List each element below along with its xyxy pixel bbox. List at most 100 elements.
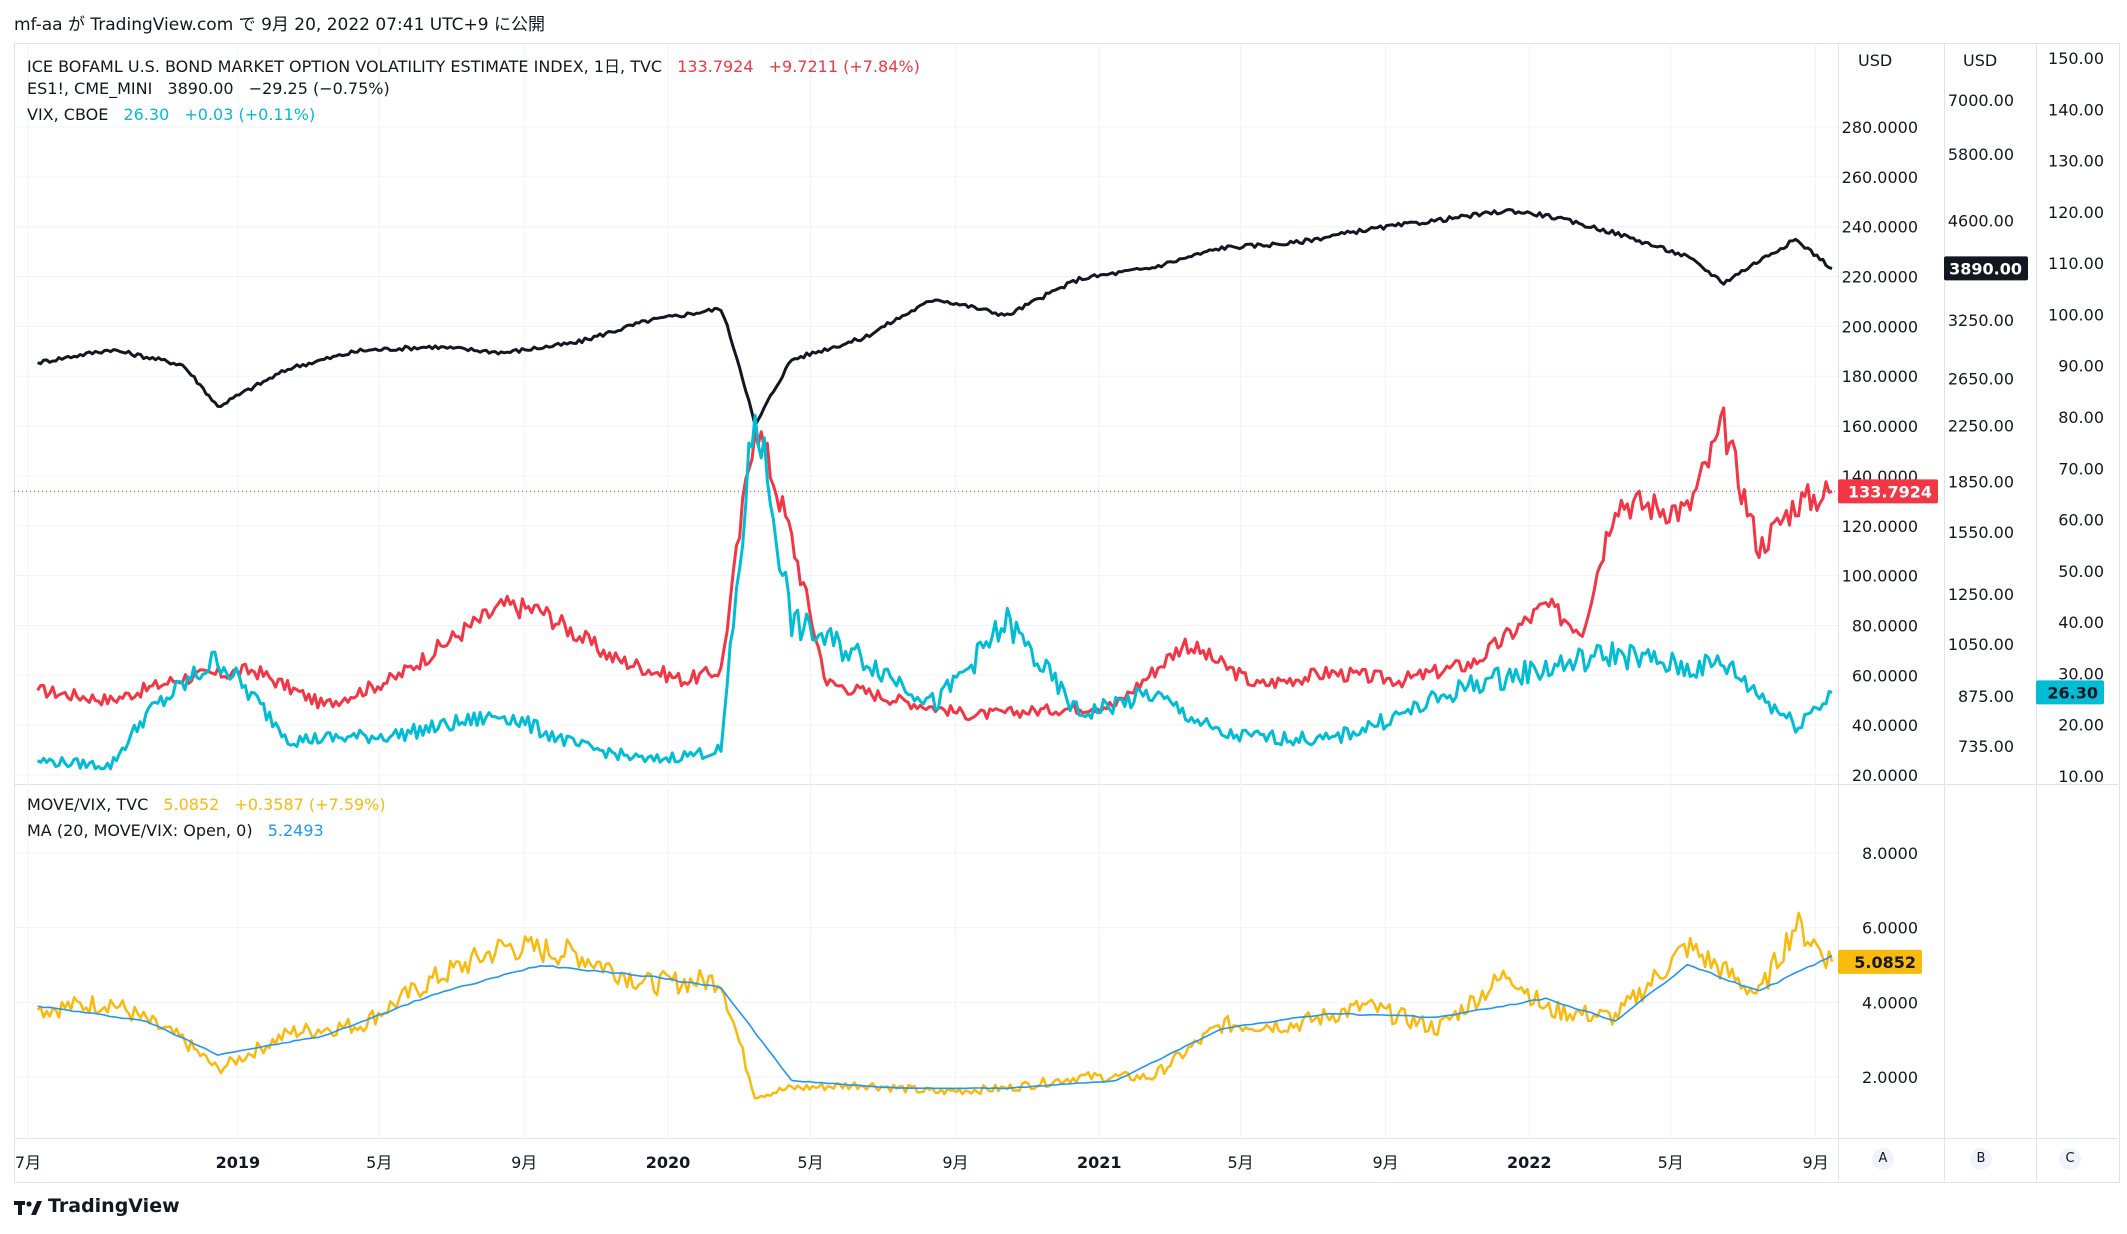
legend-ratio-change: +0.3587 (+7.59%) [234, 795, 386, 814]
legend-move-name: ICE BOFAML U.S. BOND MARKET OPTION VOLAT… [27, 57, 663, 76]
axis-divider-b [1944, 43, 1945, 1181]
axis-a-tick: 60.0000 [1852, 666, 1918, 685]
axis-b-unit: USD [1963, 51, 1997, 70]
axis-a-tick: 80.0000 [1852, 616, 1918, 635]
axis-b-tick: 1550.00 [1948, 523, 2014, 542]
legend-vix: VIX, CBOE 26.30 +0.03 (+0.11%) [27, 105, 325, 124]
x-tick-label: 9月 [1803, 1153, 1829, 1172]
legend-es-change: −29.25 (−0.75%) [248, 79, 390, 98]
series-vix-line [36, 413, 1833, 771]
series-ratio-line [36, 911, 1834, 1100]
axis-b-tick: 4600.00 [1948, 211, 2014, 230]
vix-last-label-bg [2036, 680, 2104, 705]
axis-divider-a [1838, 43, 1839, 1181]
legend-ma-value: 5.2493 [267, 821, 324, 840]
x-tick-label: 9月 [511, 1153, 537, 1172]
axis-a-tick: 280.0000 [1842, 118, 1918, 137]
legend-vix-name: VIX, CBOE [27, 105, 109, 124]
axis-c-tick: 130.00 [2048, 152, 2104, 171]
axis-c-tick: 30.00 [2058, 664, 2104, 683]
axis-c-tick: 90.00 [2058, 357, 2104, 376]
move-last-label: 133.7924 [1848, 482, 1932, 501]
ratio-last-label-bg [1838, 949, 1922, 974]
time-axis-divider [14, 1138, 2118, 1139]
axis-a-unit: USD [1858, 51, 1892, 70]
axis-c-tick: 50.00 [2058, 562, 2104, 581]
x-tick-label: 5月 [366, 1153, 392, 1172]
axis-a-tick: 240.0000 [1842, 218, 1918, 237]
series-move-line [36, 406, 1833, 722]
pane-divider [14, 784, 2118, 785]
axis-b-tick: 1250.00 [1948, 585, 2014, 604]
x-tick-label: 2022 [1507, 1153, 1552, 1172]
x-tick-label: 7月 [15, 1153, 41, 1172]
publish-header: mf-aa が TradingView.com で 9月 20, 2022 07… [14, 15, 545, 35]
axis-b-tick: 2650.00 [1948, 369, 2014, 388]
x-tick-label: 9月 [1372, 1153, 1398, 1172]
axis-c-tick: 150.00 [2048, 49, 2104, 68]
footer-brand[interactable]: TradingView [14, 1195, 180, 1217]
x-tick-label: 5月 [797, 1153, 823, 1172]
footer-brand-label: TradingView [48, 1195, 180, 1217]
move-last-label-bg [1838, 479, 1938, 504]
axis-b-tick: 7000.00 [1948, 91, 2014, 110]
axis-lower-tick: 4.0000 [1862, 993, 1918, 1012]
legend-ratio-value: 5.0852 [163, 795, 220, 814]
legend-ma-name: MA (20, MOVE/VIX: Open, 0) [27, 821, 253, 840]
legend-es: ES1!, CME_MINI 3890.00 −29.25 (−0.75%) [27, 79, 400, 98]
axis-b-tick: 1850.00 [1948, 472, 2014, 491]
axis-b-tick: 2250.00 [1948, 416, 2014, 435]
axis-a-tick: 220.0000 [1842, 268, 1918, 287]
legend-move-change: +9.7211 (+7.84%) [768, 57, 920, 76]
legend-ratio-name: MOVE/VIX, TVC [27, 795, 149, 814]
axis-a-tick: 160.0000 [1842, 417, 1918, 436]
legend-vix-value: 26.30 [123, 105, 170, 124]
legend-es-value: 3890.00 [167, 79, 234, 98]
x-tick-label: 5月 [1228, 1153, 1254, 1172]
axis-lower-tick: 8.0000 [1862, 844, 1918, 863]
axis-a-tick: 260.0000 [1842, 168, 1918, 187]
vix-last-label: 26.30 [2047, 683, 2098, 702]
axis-a-tick: 180.0000 [1842, 367, 1918, 386]
ratio-last-label: 5.0852 [1854, 953, 1916, 972]
chart-frame [14, 43, 2120, 1183]
axis-b-tick: 875.00 [1958, 687, 2014, 706]
axis-c-tick: 60.00 [2058, 511, 2104, 530]
x-tick-label: 2021 [1077, 1153, 1122, 1172]
axis-c-tick: 140.00 [2048, 100, 2104, 119]
axis-b-tick: 1050.00 [1948, 635, 2014, 654]
axis-c-tick: 80.00 [2058, 408, 2104, 427]
x-tick-label: 2019 [216, 1153, 261, 1172]
legend-vix-change: +0.03 (+0.11%) [184, 105, 316, 124]
axis-lower-tick: 6.0000 [1862, 919, 1918, 938]
axis-a-tick: 100.0000 [1842, 567, 1918, 586]
axis-c-tick: 70.00 [2058, 459, 2104, 478]
axis-c-tick: 120.00 [2048, 203, 2104, 222]
tradingview-logo-icon [14, 1200, 42, 1215]
axis-c-tick: 40.00 [2058, 613, 2104, 632]
legend-move-value: 133.7924 [677, 57, 754, 76]
series-es-line [37, 208, 1833, 427]
es-last-label-bg [1944, 256, 2028, 281]
scale-button-c[interactable]: C [2059, 1148, 2081, 1170]
axis-b-tick: 735.00 [1958, 737, 2014, 756]
axis-c-tick: 10.00 [2058, 767, 2104, 786]
axis-c-tick: 110.00 [2048, 254, 2104, 273]
legend-ratio: MOVE/VIX, TVC 5.0852 +0.3587 (+7.59%) [27, 795, 396, 814]
x-tick-label: 2020 [646, 1153, 691, 1172]
series-ma-line [37, 954, 1833, 1090]
axis-c-tick: 20.00 [2058, 716, 2104, 735]
axis-lower-tick: 2.0000 [1862, 1068, 1918, 1087]
legend-move: ICE BOFAML U.S. BOND MARKET OPTION VOLAT… [27, 53, 930, 77]
axis-a-tick: 120.0000 [1842, 517, 1918, 536]
axis-a-tick: 20.0000 [1852, 766, 1918, 785]
x-tick-label: 5月 [1658, 1153, 1684, 1172]
axis-b-tick: 3250.00 [1948, 311, 2014, 330]
legend-ma: MA (20, MOVE/VIX: Open, 0) 5.2493 [27, 821, 334, 840]
axis-c-tick: 100.00 [2048, 305, 2104, 324]
scale-button-b[interactable]: B [1970, 1148, 1992, 1170]
es-last-label: 3890.00 [1949, 259, 2022, 278]
axis-a-tick: 40.0000 [1852, 716, 1918, 735]
scale-button-a[interactable]: A [1872, 1148, 1894, 1170]
